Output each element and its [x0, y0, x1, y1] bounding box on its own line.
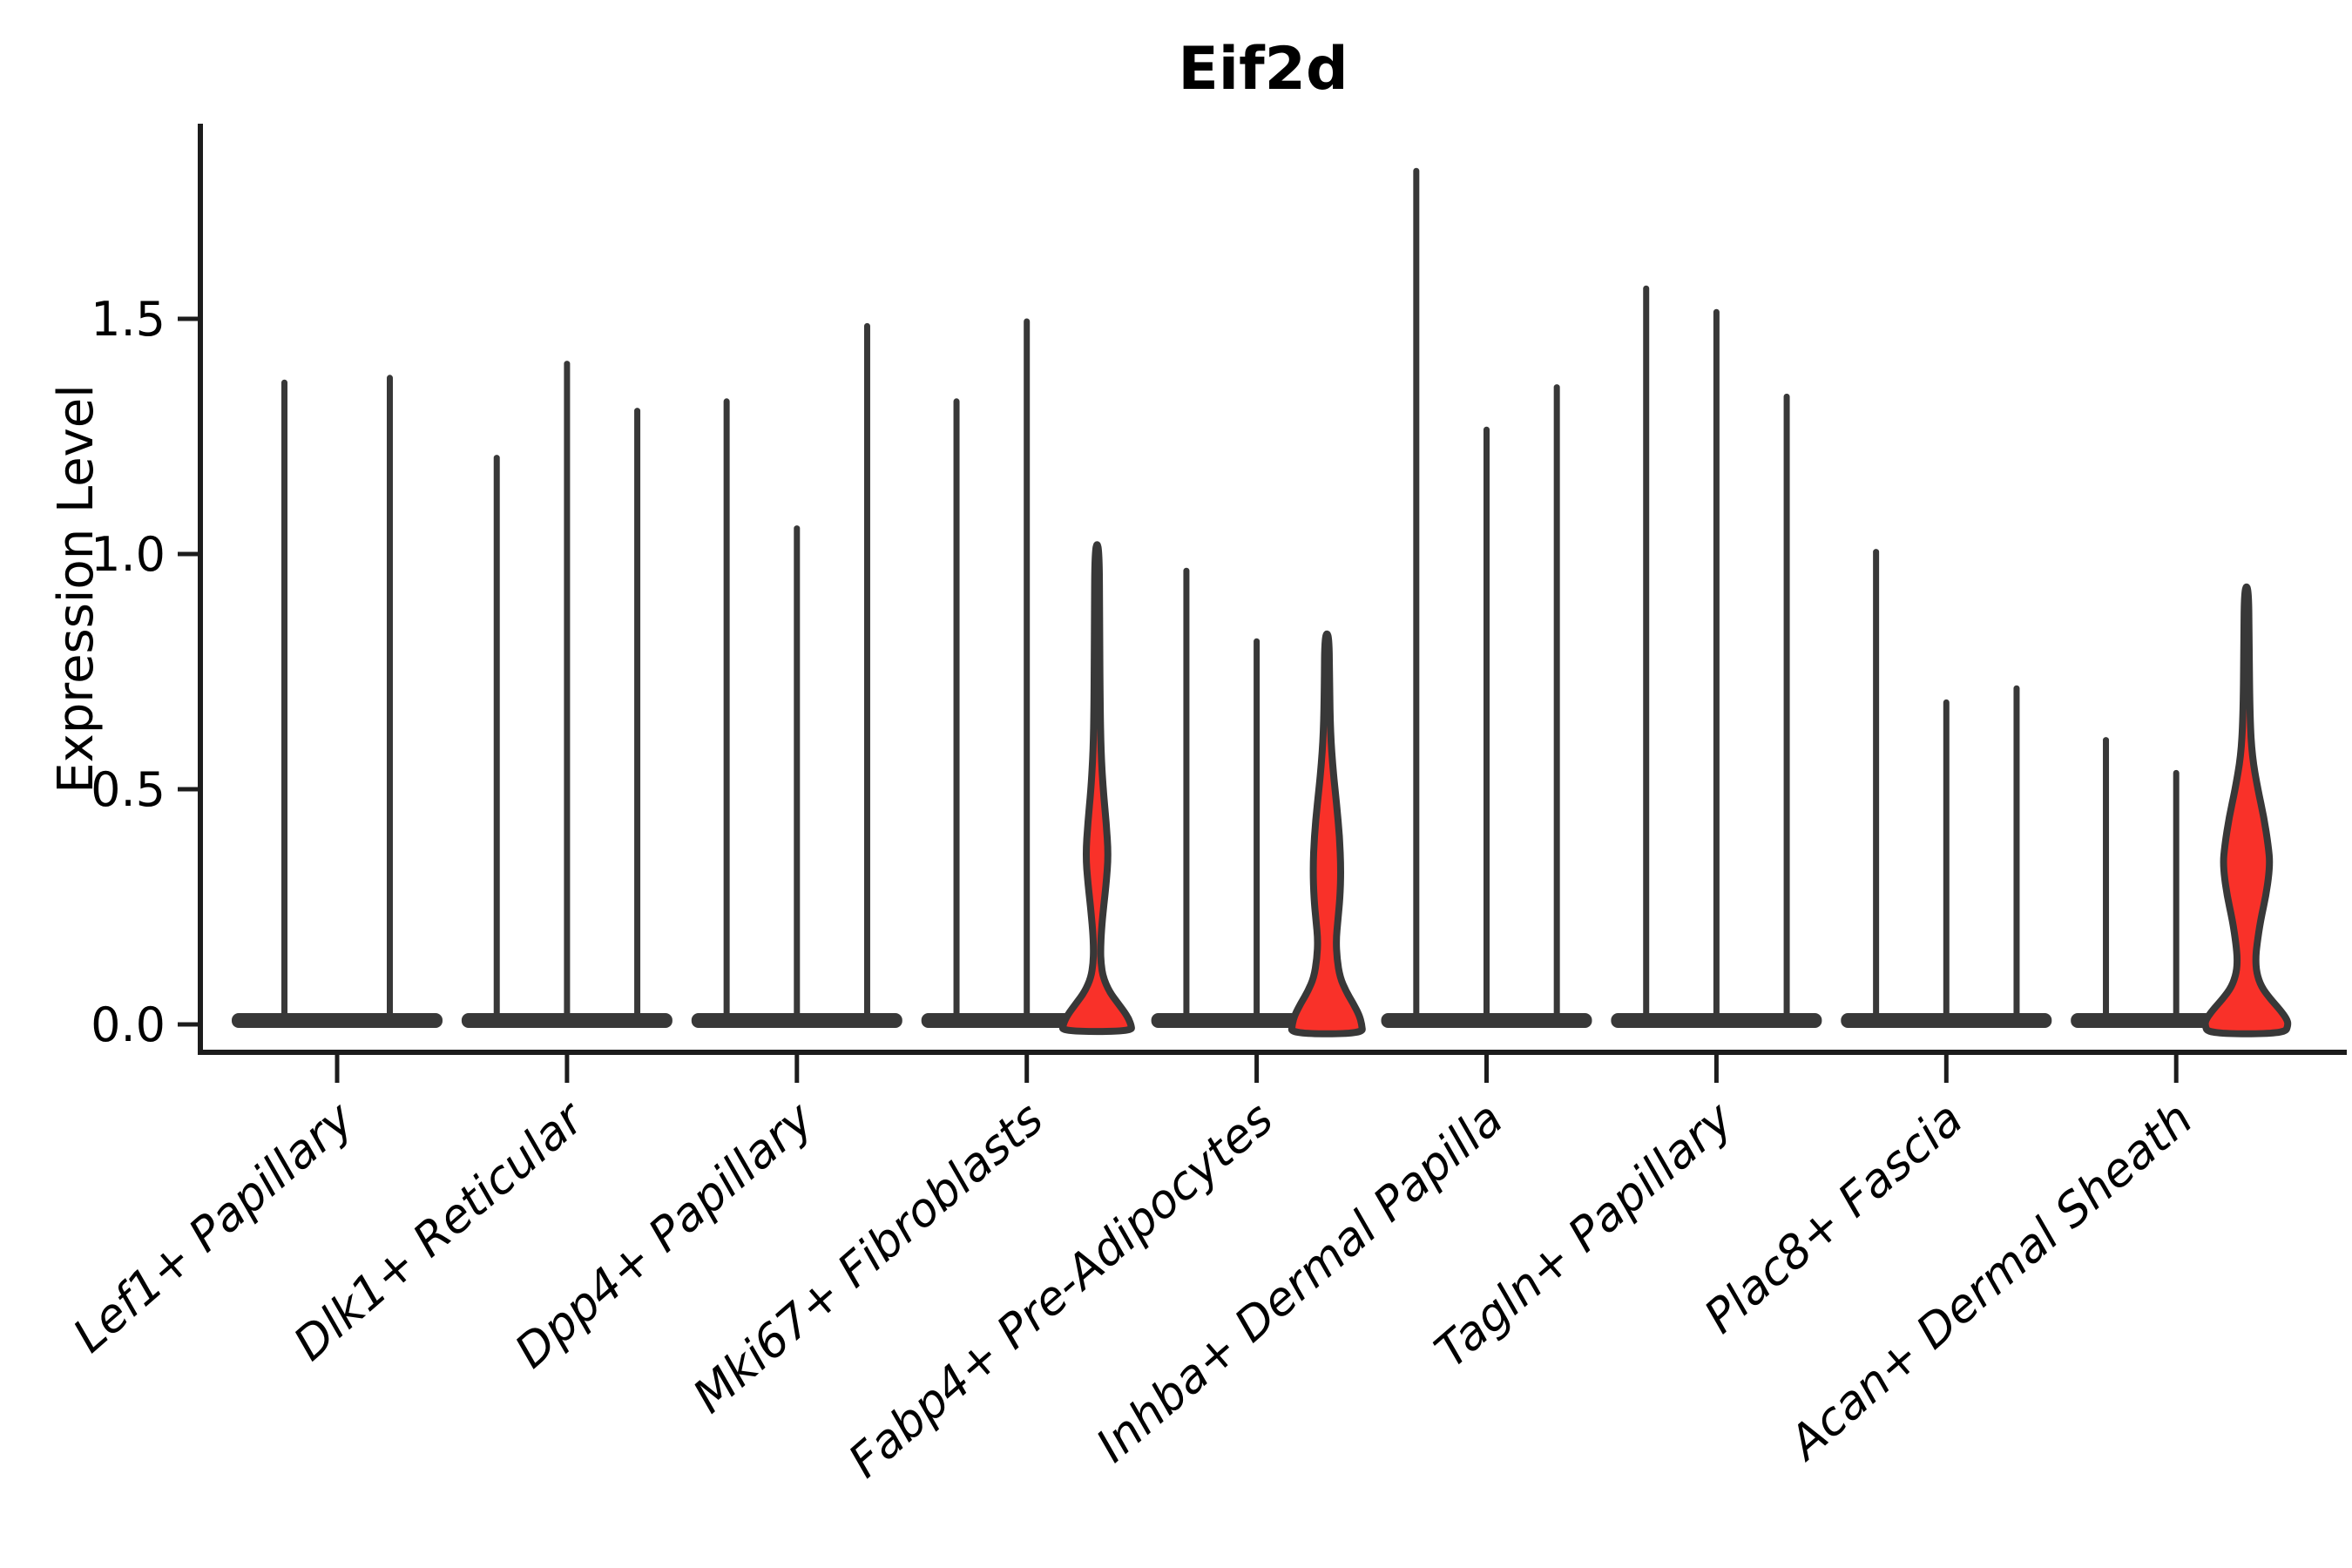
chart-title: Eif2d — [1178, 35, 1348, 104]
violin-body-highlighted — [1288, 630, 1366, 1037]
y-tick-label: 1.5 — [91, 292, 166, 347]
y-axis-label: Expression Level — [48, 384, 105, 794]
violin-base-band — [232, 1013, 443, 1028]
violin-body-highlighted — [1058, 541, 1135, 1036]
violin-body-highlighted — [2201, 583, 2292, 1037]
y-tick-label: 0.0 — [91, 997, 166, 1052]
y-tick-label: 1.0 — [91, 527, 166, 582]
y-tick-label: 0.5 — [91, 762, 166, 817]
